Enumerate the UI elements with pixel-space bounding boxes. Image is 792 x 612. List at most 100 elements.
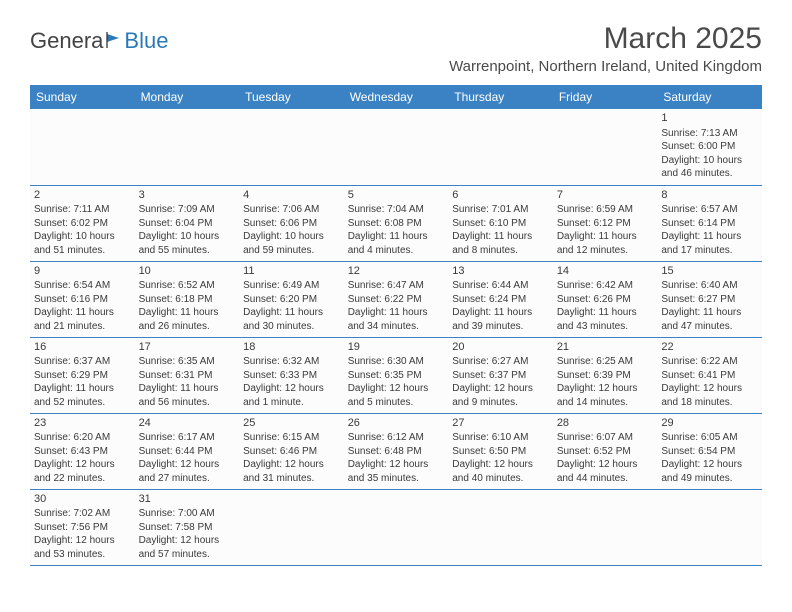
sunrise-line: Sunrise: 6:25 AM xyxy=(557,355,654,369)
calendar-day: 8Sunrise: 6:57 AMSunset: 6:14 PMDaylight… xyxy=(657,185,762,261)
sunset-line: Sunset: 6:27 PM xyxy=(661,293,758,307)
day-number: 20 xyxy=(452,340,549,355)
calendar-head: SundayMondayTuesdayWednesdayThursdayFrid… xyxy=(30,85,762,109)
calendar-day: 3Sunrise: 7:09 AMSunset: 6:04 PMDaylight… xyxy=(135,185,240,261)
day-number: 15 xyxy=(661,264,758,279)
calendar-week: 2Sunrise: 7:11 AMSunset: 6:02 PMDaylight… xyxy=(30,185,762,261)
day-header-row: SundayMondayTuesdayWednesdayThursdayFrid… xyxy=(30,85,762,109)
calendar-day: 5Sunrise: 7:04 AMSunset: 6:08 PMDaylight… xyxy=(344,185,449,261)
calendar-day: 23Sunrise: 6:20 AMSunset: 6:43 PMDayligh… xyxy=(30,413,135,489)
daylight-line: Daylight: 11 hours and 34 minutes. xyxy=(348,306,445,333)
calendar-day: 30Sunrise: 7:02 AMSunset: 7:56 PMDayligh… xyxy=(30,489,135,565)
flag-icon xyxy=(105,28,123,54)
calendar-day: 18Sunrise: 6:32 AMSunset: 6:33 PMDayligh… xyxy=(239,337,344,413)
calendar-day: 1Sunrise: 7:13 AMSunset: 6:00 PMDaylight… xyxy=(657,109,762,185)
daylight-line: Daylight: 12 hours and 49 minutes. xyxy=(661,458,758,485)
sunrise-line: Sunrise: 6:05 AM xyxy=(661,431,758,445)
sunset-line: Sunset: 6:35 PM xyxy=(348,369,445,383)
day-number: 8 xyxy=(661,188,758,203)
calendar-day: 25Sunrise: 6:15 AMSunset: 6:46 PMDayligh… xyxy=(239,413,344,489)
daylight-line: Daylight: 12 hours and 22 minutes. xyxy=(34,458,131,485)
sunset-line: Sunset: 6:10 PM xyxy=(452,217,549,231)
day-header: Saturday xyxy=(657,85,762,109)
calendar-day-empty xyxy=(239,489,344,565)
daylight-line: Daylight: 10 hours and 51 minutes. xyxy=(34,230,131,257)
sunrise-line: Sunrise: 6:22 AM xyxy=(661,355,758,369)
calendar-week: 1Sunrise: 7:13 AMSunset: 6:00 PMDaylight… xyxy=(30,109,762,185)
sunset-line: Sunset: 6:50 PM xyxy=(452,445,549,459)
sunset-line: Sunset: 6:14 PM xyxy=(661,217,758,231)
daylight-line: Daylight: 11 hours and 43 minutes. xyxy=(557,306,654,333)
daylight-line: Daylight: 12 hours and 5 minutes. xyxy=(348,382,445,409)
daylight-line: Daylight: 11 hours and 52 minutes. xyxy=(34,382,131,409)
calendar-day: 12Sunrise: 6:47 AMSunset: 6:22 PMDayligh… xyxy=(344,261,449,337)
calendar-day: 28Sunrise: 6:07 AMSunset: 6:52 PMDayligh… xyxy=(553,413,658,489)
calendar-day: 27Sunrise: 6:10 AMSunset: 6:50 PMDayligh… xyxy=(448,413,553,489)
sunrise-line: Sunrise: 6:57 AM xyxy=(661,203,758,217)
sunrise-line: Sunrise: 6:30 AM xyxy=(348,355,445,369)
calendar-day-empty xyxy=(553,489,658,565)
day-number: 31 xyxy=(139,492,236,507)
daylight-line: Daylight: 12 hours and 1 minute. xyxy=(243,382,340,409)
daylight-line: Daylight: 11 hours and 26 minutes. xyxy=(139,306,236,333)
day-number: 19 xyxy=(348,340,445,355)
calendar-week: 23Sunrise: 6:20 AMSunset: 6:43 PMDayligh… xyxy=(30,413,762,489)
sunset-line: Sunset: 6:33 PM xyxy=(243,369,340,383)
day-header: Monday xyxy=(135,85,240,109)
sunset-line: Sunset: 6:04 PM xyxy=(139,217,236,231)
sunset-line: Sunset: 6:26 PM xyxy=(557,293,654,307)
logo: GeneraBlue xyxy=(30,28,168,54)
month-title: March 2025 xyxy=(449,22,762,56)
sunset-line: Sunset: 6:43 PM xyxy=(34,445,131,459)
sunrise-line: Sunrise: 7:02 AM xyxy=(34,507,131,521)
sunrise-line: Sunrise: 6:59 AM xyxy=(557,203,654,217)
day-number: 21 xyxy=(557,340,654,355)
day-number: 24 xyxy=(139,416,236,431)
daylight-line: Daylight: 12 hours and 9 minutes. xyxy=(452,382,549,409)
day-number: 28 xyxy=(557,416,654,431)
calendar-day: 19Sunrise: 6:30 AMSunset: 6:35 PMDayligh… xyxy=(344,337,449,413)
daylight-line: Daylight: 11 hours and 12 minutes. xyxy=(557,230,654,257)
sunrise-line: Sunrise: 6:15 AM xyxy=(243,431,340,445)
day-number: 6 xyxy=(452,188,549,203)
calendar-day: 14Sunrise: 6:42 AMSunset: 6:26 PMDayligh… xyxy=(553,261,658,337)
location: Warrenpoint, Northern Ireland, United Ki… xyxy=(449,58,762,75)
daylight-line: Daylight: 12 hours and 57 minutes. xyxy=(139,534,236,561)
sunset-line: Sunset: 6:48 PM xyxy=(348,445,445,459)
sunset-line: Sunset: 6:00 PM xyxy=(661,140,758,154)
calendar-day-empty xyxy=(657,489,762,565)
calendar-day-empty xyxy=(448,109,553,185)
calendar-day: 22Sunrise: 6:22 AMSunset: 6:41 PMDayligh… xyxy=(657,337,762,413)
sunset-line: Sunset: 7:56 PM xyxy=(34,521,131,535)
calendar-day: 9Sunrise: 6:54 AMSunset: 6:16 PMDaylight… xyxy=(30,261,135,337)
calendar-day: 21Sunrise: 6:25 AMSunset: 6:39 PMDayligh… xyxy=(553,337,658,413)
calendar-day: 31Sunrise: 7:00 AMSunset: 7:58 PMDayligh… xyxy=(135,489,240,565)
day-number: 7 xyxy=(557,188,654,203)
day-header: Thursday xyxy=(448,85,553,109)
sunrise-line: Sunrise: 6:40 AM xyxy=(661,279,758,293)
sunrise-line: Sunrise: 6:35 AM xyxy=(139,355,236,369)
sunset-line: Sunset: 6:02 PM xyxy=(34,217,131,231)
daylight-line: Daylight: 10 hours and 46 minutes. xyxy=(661,154,758,181)
daylight-line: Daylight: 12 hours and 44 minutes. xyxy=(557,458,654,485)
calendar-day-empty xyxy=(239,109,344,185)
sunset-line: Sunset: 6:18 PM xyxy=(139,293,236,307)
sunset-line: Sunset: 6:52 PM xyxy=(557,445,654,459)
calendar-day: 4Sunrise: 7:06 AMSunset: 6:06 PMDaylight… xyxy=(239,185,344,261)
daylight-line: Daylight: 12 hours and 53 minutes. xyxy=(34,534,131,561)
sunset-line: Sunset: 6:46 PM xyxy=(243,445,340,459)
sunrise-line: Sunrise: 6:17 AM xyxy=(139,431,236,445)
calendar-day-empty xyxy=(344,109,449,185)
calendar-day: 15Sunrise: 6:40 AMSunset: 6:27 PMDayligh… xyxy=(657,261,762,337)
daylight-line: Daylight: 12 hours and 18 minutes. xyxy=(661,382,758,409)
day-number: 25 xyxy=(243,416,340,431)
day-number: 30 xyxy=(34,492,131,507)
day-header: Sunday xyxy=(30,85,135,109)
sunset-line: Sunset: 6:39 PM xyxy=(557,369,654,383)
sunset-line: Sunset: 7:58 PM xyxy=(139,521,236,535)
sunset-line: Sunset: 6:16 PM xyxy=(34,293,131,307)
daylight-line: Daylight: 12 hours and 14 minutes. xyxy=(557,382,654,409)
logo-text-2: Blue xyxy=(124,28,168,54)
calendar-day: 7Sunrise: 6:59 AMSunset: 6:12 PMDaylight… xyxy=(553,185,658,261)
sunrise-line: Sunrise: 6:12 AM xyxy=(348,431,445,445)
